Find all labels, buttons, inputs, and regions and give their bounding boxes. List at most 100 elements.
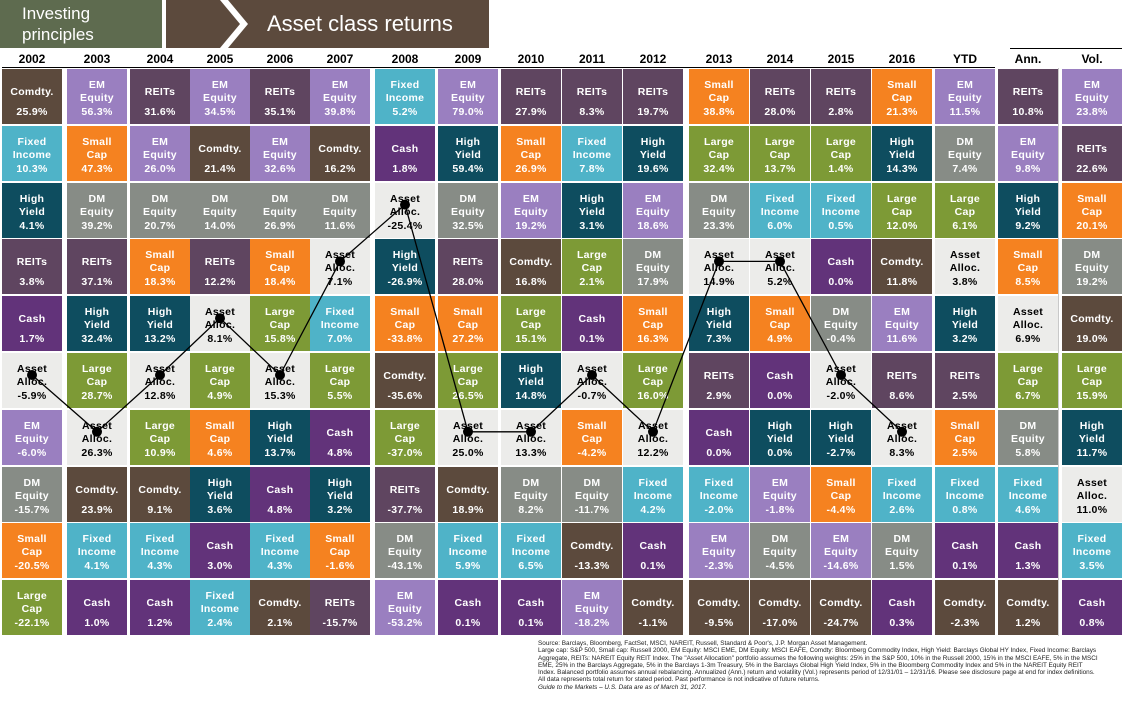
asset-class-label: Asset Alloc. — [204, 306, 236, 332]
asset-class-label: DM Equity — [15, 476, 49, 502]
return-cell: Asset Alloc. 6.9% — [998, 296, 1058, 352]
return-cell: Large Cap 26.5% — [438, 353, 498, 408]
return-cell: EM Equity 34.5% — [190, 69, 250, 124]
return-value: 35.1% — [264, 106, 296, 118]
asset-class-label: High Yield — [18, 192, 46, 218]
return-cell: Large Cap 13.7% — [750, 125, 810, 181]
asset-class-label: Asset Alloc. — [1012, 306, 1044, 332]
return-value: 0.0% — [767, 390, 793, 402]
asset-class-label: Large Cap — [764, 135, 796, 161]
return-cell: Comdty. 9.1% — [130, 466, 190, 522]
asset-class-label: Cash — [391, 142, 419, 155]
return-cell: EM Equity 26.0% — [130, 125, 190, 181]
return-cell: Asset Alloc. 13.3% — [501, 409, 561, 465]
return-value: 13.2% — [144, 333, 176, 346]
return-value: 1.2% — [1015, 617, 1041, 630]
asset-class-label: EM Equity — [575, 590, 609, 616]
return-value: 26.0% — [144, 162, 176, 175]
return-cell: Asset Alloc. 8.3% — [872, 409, 932, 465]
asset-class-label: Comdty. — [1070, 313, 1114, 326]
asset-class-label: REITs — [452, 256, 484, 269]
return-cell: DM Equity -11.7% — [562, 466, 622, 522]
return-cell: Cash 0.1% — [562, 296, 622, 352]
return-value: 3.6% — [207, 503, 233, 516]
return-cell: Small Cap 27.2% — [438, 296, 498, 352]
asset-class-label: Fixed Income — [200, 590, 240, 616]
return-value: 4.6% — [207, 446, 233, 459]
asset-class-label: High Yield — [83, 306, 111, 332]
asset-class-label: Fixed Income — [1008, 476, 1048, 502]
return-value: -17.0% — [762, 617, 798, 630]
return-cell: Fixed Income 5.9% — [438, 523, 498, 579]
return-value: 0.0% — [828, 276, 854, 289]
return-value: 4.3% — [267, 560, 293, 573]
asset-class-label: Cash — [18, 313, 46, 326]
return-cell: REITs 12.2% — [190, 239, 250, 295]
return-value: 6.9% — [1015, 333, 1041, 346]
return-value: 12.2% — [637, 446, 669, 459]
return-value: 1.2% — [147, 617, 173, 630]
header-left-line2: principles — [22, 25, 94, 44]
return-cell: High Yield 4.1% — [2, 182, 62, 238]
asset-class-label: High Yield — [766, 419, 794, 445]
return-cell: DM Equity 23.3% — [689, 182, 749, 238]
return-value: 5.2% — [392, 106, 418, 118]
asset-class-label: High Yield — [206, 476, 234, 502]
return-cell: Fixed Income 2.4% — [190, 580, 250, 636]
asset-class-label: DM Equity — [702, 192, 736, 218]
asset-class-label: EM Equity — [80, 79, 114, 104]
return-value: 4.8% — [267, 503, 293, 516]
return-value: 2.1% — [267, 617, 293, 630]
return-value: 21.3% — [886, 106, 918, 118]
asset-class-label: Small Cap — [265, 249, 295, 275]
return-cell: EM Equity 32.6% — [250, 125, 310, 181]
return-cell: Comdty. 11.8% — [872, 239, 932, 295]
asset-class-label: Small Cap — [325, 533, 355, 559]
return-value: 0.1% — [952, 560, 978, 573]
return-cell: DM Equity -15.7% — [2, 466, 62, 522]
return-cell: High Yield 3.1% — [562, 182, 622, 238]
asset-class-label: Fixed Income — [77, 533, 117, 559]
return-cell: Cash 0.1% — [501, 580, 561, 636]
return-cell: Cash 1.8% — [375, 125, 435, 181]
return-value: 10.3% — [16, 162, 48, 175]
return-value: 11.6% — [886, 333, 918, 346]
asset-class-label: Cash — [1014, 540, 1042, 553]
asset-class-label: Comdty. — [758, 597, 802, 610]
return-cell: EM Equity 11.5% — [935, 69, 995, 124]
return-cell: REITs 37.1% — [67, 239, 127, 295]
return-cell: Small Cap -20.5% — [2, 523, 62, 579]
asset-class-label: Comdty. — [509, 256, 553, 269]
return-cell: Comdty. -17.0% — [750, 580, 810, 636]
asset-class-label: High Yield — [578, 192, 606, 218]
return-value: 2.6% — [889, 503, 915, 516]
return-cell: High Yield -2.7% — [811, 409, 871, 465]
return-value: 3.2% — [327, 503, 353, 516]
return-value: -4.2% — [577, 446, 607, 459]
return-cell: Large Cap 6.7% — [998, 353, 1058, 408]
return-cell: Small Cap -1.6% — [310, 523, 370, 579]
asset-class-label: Comdty. — [383, 370, 427, 382]
return-value: 18.9% — [452, 503, 484, 516]
year-label: 2012 — [639, 52, 667, 66]
asset-class-label: Cash — [83, 597, 111, 610]
asset-class-label: Fixed Income — [385, 79, 425, 104]
return-value: 8.2% — [518, 503, 544, 516]
return-cell: Comdty. 16.8% — [501, 239, 561, 295]
return-cell: EM Equity 19.2% — [501, 182, 561, 238]
return-value: 15.9% — [1076, 390, 1108, 402]
return-value: 3.2% — [952, 333, 978, 346]
return-cell: Small Cap 47.3% — [67, 125, 127, 181]
asset-class-label: Fixed Income — [882, 476, 922, 502]
year-label: Vol. — [1081, 52, 1103, 66]
return-cell: Large Cap 5.5% — [310, 353, 370, 408]
return-cell: Asset Alloc. 25.0% — [438, 409, 498, 465]
return-cell: Cash 4.8% — [310, 409, 370, 465]
return-value: -13.3% — [574, 560, 610, 573]
asset-class-label: Small Cap — [205, 419, 235, 445]
return-value: 31.6% — [144, 106, 176, 118]
asset-class-label: Asset Alloc. — [764, 249, 796, 275]
asset-class-label: Cash — [639, 540, 667, 553]
return-value: 4.8% — [327, 446, 353, 459]
asset-class-label: Cash — [146, 597, 174, 610]
